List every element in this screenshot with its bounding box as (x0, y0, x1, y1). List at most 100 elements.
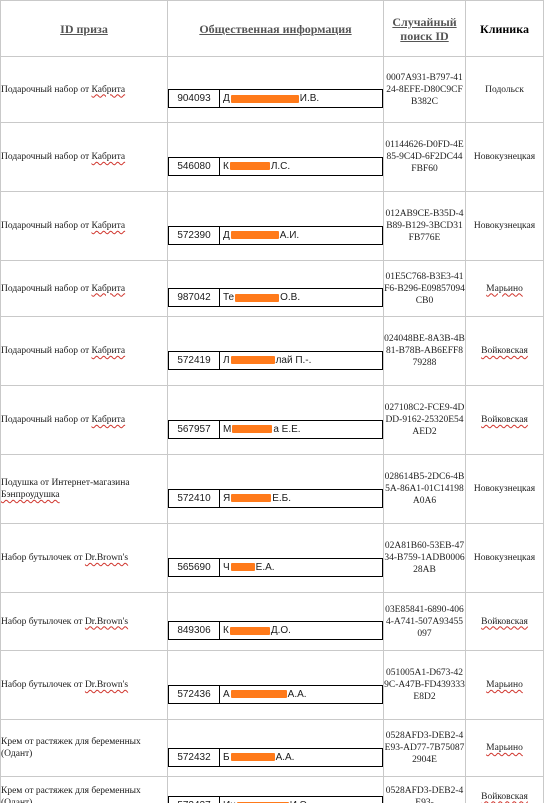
winner-name-prefix: Ин (223, 800, 236, 803)
winner-name: Д И.В. (220, 90, 382, 107)
winner-name: Я Е.Б. (220, 490, 382, 507)
winner-name-prefix: К (223, 160, 229, 172)
public-info-cell: 572410 Я Е.Б. (167, 454, 384, 524)
winner-id: 567957 (169, 420, 220, 438)
public-info-cell: 546080 К Л.С. (167, 122, 384, 192)
random-search-id-cell: 03E85841-6890-4064-A741-507A93455097 (383, 592, 466, 651)
table-row: Набор бутылочек от Dr.Brown's 572436 А А.А.… (0, 650, 544, 720)
clinic-name: Войковская (481, 791, 528, 802)
winner-name-suffix: И.Э. (290, 800, 310, 803)
winner-name: К Л.С. (220, 158, 382, 175)
random-search-id-cell: 051005A1-D673-429C-A47B-FD439333E8D2 (383, 650, 466, 720)
winner-box: 565690 Ч Е.А. (168, 557, 383, 577)
prize-name: Подарочный набор от Кабрита (1, 415, 126, 425)
winner-name-suffix: а Е.Е. (273, 423, 301, 435)
header-random-search-id: Случайный поиск ID (383, 0, 466, 57)
table-row: Подарочный набор от Кабрита 987042 Те О.В. 0… (0, 260, 544, 317)
prize-cell: Крем от растяжек для беременных (Одант) (0, 776, 168, 803)
clinic-cell: Войковская (465, 316, 544, 386)
winner-name-prefix: Те (223, 292, 235, 303)
clinic-name: Новокузнецкая (473, 152, 536, 162)
winner-id: 546080 (169, 157, 220, 175)
redaction-mark (232, 425, 273, 433)
public-info-cell: 572390 Д А.И. (167, 191, 384, 261)
header-clinic: Клиника (465, 0, 544, 57)
winner-id: 565690 (169, 558, 220, 576)
clinic-cell: Новокузнецкая (465, 191, 544, 261)
winner-box: 849306 К Д.О. (168, 621, 383, 640)
winner-name-suffix: Е.А. (255, 561, 275, 573)
prize-cell: Подарочный набор от Кабрита (0, 122, 168, 192)
winner-name-prefix: Д (223, 93, 230, 104)
winner-box: 572432 Б А.А. (168, 747, 383, 767)
prize-name: Подарочный набор от Кабрита (1, 283, 126, 294)
table-row: Подарочный набор от Кабрита 546080 К Л.С. 01… (0, 122, 544, 192)
prize-cell: Подарочный набор от Кабрита (0, 316, 168, 386)
public-info-cell: 572436 А А.А. (167, 650, 384, 720)
winner-name-suffix: Е.Б. (272, 492, 292, 504)
public-info-cell: 572432 Б А.А. (167, 719, 384, 777)
winner-id: 572436 (169, 685, 220, 703)
winner-name-suffix: А.А. (275, 751, 295, 763)
winner-name: Б А.А. (220, 749, 382, 766)
winner-name: Д А.И. (220, 227, 382, 244)
header-prize-id: ID приза (0, 0, 168, 57)
clinic-cell: Войковская (465, 385, 544, 455)
prize-name: Крем от растяжек для беременных (Одант) (1, 737, 141, 759)
prize-name: Подарочный набор от Кабрита (1, 221, 126, 231)
redaction-mark (236, 801, 289, 803)
prize-name: Набор бутылочек от Dr.Brown's (1, 553, 129, 563)
clinic-name: Новокузнецкая (473, 221, 536, 231)
redaction-mark (230, 231, 279, 239)
random-search-id-cell: 024048BE-8A3B-4B81-B78B-AB6EFF879288 (383, 316, 466, 386)
clinic-name: Марьино (486, 743, 523, 753)
winner-id: 572410 (169, 489, 220, 507)
winner-box: 904093 Д И.В. (168, 89, 383, 108)
winner-name-prefix: Ч (223, 561, 230, 573)
prize-cell: Подарочный набор от Кабрита (0, 385, 168, 455)
header-row: ID приза Общественная информация Случайн… (0, 0, 544, 57)
clinic-cell: Марьино (465, 719, 544, 777)
clinic-cell: Новокузнецкая (465, 523, 544, 593)
clinic-cell: Новокузнецкая (465, 454, 544, 524)
clinic-name: Марьино (486, 680, 523, 690)
winner-name-suffix: И.В. (299, 93, 320, 104)
winner-box: 572436 А А.А. (168, 684, 383, 704)
redaction-mark (229, 626, 270, 635)
redaction-mark (230, 753, 275, 761)
public-info-cell: 565690 Ч Е.А. (167, 523, 384, 593)
winner-name-suffix: А.А. (287, 688, 307, 700)
winner-name-suffix: Л.С. (270, 160, 291, 172)
prize-name: Подарочный набор от Кабрита (1, 84, 126, 95)
table-row: Набор бутылочек от Dr.Brown's 565690 Ч Е.А.… (0, 523, 544, 593)
winner-name: К Д.О. (220, 622, 382, 639)
winner-name-prefix: М (223, 423, 232, 435)
clinic-name: Новокузнецкая (473, 553, 536, 563)
public-info-cell: 904093 Д И.В. (167, 56, 384, 123)
clinic-cell: Марьино (465, 650, 544, 720)
winner-name-suffix: Д.О. (270, 625, 291, 636)
clinic-cell: Марьино (465, 260, 544, 317)
prize-name: Крем от растяжек для беременных (Одант) (1, 785, 141, 803)
table-row: Подарочный набор от Кабрита 904093 Д И.В. 00… (0, 56, 544, 123)
random-search-id-cell: 027108C2-FCE9-4DDD-9162-25320E54AED2 (383, 385, 466, 455)
random-search-id-cell: 028614B5-2DC6-4B5A-86A1-01C14198A0A6 (383, 454, 466, 524)
random-search-id-cell: 0528AFD3-DEB2-4E93-AD77-7B750872904E (383, 719, 466, 777)
winner-name-suffix: лай П.-. (275, 354, 312, 366)
table-body: Подарочный набор от Кабрита 904093 Д И.В. 00… (0, 56, 544, 803)
prize-cell: Подарочный набор от Кабрита (0, 260, 168, 317)
redaction-mark (230, 563, 255, 571)
winner-id: 572419 (169, 351, 220, 369)
winner-box: 572427Ин И.Э. (168, 796, 383, 803)
public-info-cell: 849306 К Д.О. (167, 592, 384, 651)
clinic-name: Марьино (486, 283, 523, 294)
redaction-mark (230, 94, 299, 103)
winner-name-prefix: Б (223, 751, 230, 763)
